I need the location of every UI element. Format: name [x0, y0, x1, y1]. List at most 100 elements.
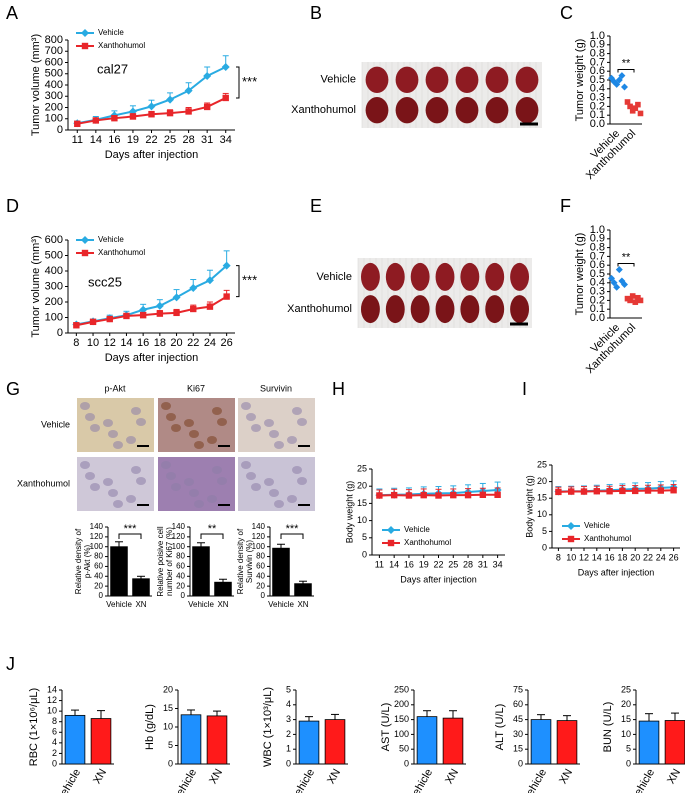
y-axis-label: Relative density of [74, 528, 83, 594]
x-tick-label: 22 [145, 134, 157, 146]
cell [126, 436, 136, 444]
y-tick-label: 0.0 [590, 118, 605, 130]
cell [189, 489, 199, 497]
x-tick-label: 24 [204, 337, 216, 349]
point [621, 83, 628, 91]
series-line [558, 489, 674, 493]
point [166, 95, 175, 104]
y-tick-label: 40 [176, 571, 185, 580]
point [637, 110, 644, 117]
y-tick-label: 20 [176, 581, 185, 590]
x-tick-label: 10 [87, 337, 99, 349]
x-tick-label: 34 [493, 559, 503, 569]
point [632, 105, 639, 111]
cell [126, 495, 136, 503]
y-tick-label: 25 [537, 459, 547, 469]
y-tick-label: 120 [90, 532, 104, 541]
y-tick-label: 100 [90, 542, 104, 551]
point [632, 487, 639, 495]
significance-bracket [200, 533, 224, 539]
bar [324, 719, 346, 765]
tumor [425, 96, 449, 124]
point [106, 315, 113, 323]
panel-label: I [522, 379, 527, 399]
y-axis-label: RBC (1×10⁶/μL) [28, 688, 40, 766]
tumor [385, 295, 405, 324]
cell [217, 418, 227, 426]
x-tick-label: 10 [566, 552, 576, 562]
x-tick-label: 11 [72, 134, 83, 146]
x-tick-label: 16 [137, 337, 149, 349]
cell [287, 495, 297, 503]
cell [108, 489, 118, 497]
significance-bracket [118, 533, 142, 539]
x-tick-label: XN [557, 767, 575, 786]
x-tick-label: 14 [592, 552, 602, 562]
y-tick-label: 1.0 [590, 30, 605, 42]
y-tick-label: 80 [94, 552, 103, 561]
y-tick-label: 100 [45, 113, 63, 125]
point [464, 491, 472, 499]
cell [90, 424, 100, 432]
significance: ** [208, 523, 217, 535]
cell [194, 500, 204, 508]
y-tick-label: 200 [45, 296, 63, 308]
y-tick-label: 0 [542, 542, 547, 552]
y-axis-label: Tumor volume (mm³) [30, 235, 42, 337]
point [635, 101, 641, 108]
cell [292, 466, 302, 474]
cell [90, 483, 100, 491]
cell [166, 413, 176, 421]
cell [85, 472, 95, 480]
cell [264, 419, 274, 427]
y-tick-label: 0.9 [590, 39, 605, 51]
point [148, 111, 155, 118]
significance: *** [286, 523, 300, 535]
y-axis-label: Tumor weight (g) [574, 39, 586, 122]
legend-label: Vehicle [98, 28, 124, 37]
y-tick-label: 75 [513, 684, 523, 694]
y-tick-label: 140 [90, 522, 104, 531]
point [610, 279, 618, 287]
y-tick-label: 0.9 [590, 233, 605, 245]
tumor [395, 66, 419, 94]
x-tick-label: 14 [389, 559, 399, 569]
x-tick-label: 16 [108, 134, 120, 146]
significance: *** [242, 273, 257, 288]
y-tick-label: 0.8 [590, 242, 605, 254]
y-tick-label: 0 [626, 758, 631, 768]
y-tick-label: 2 [286, 729, 291, 739]
point [172, 293, 181, 302]
y-axis-label: Survivin (%) [245, 540, 254, 583]
x-tick-label: 22 [643, 552, 653, 562]
y-tick-label: 4 [286, 699, 291, 709]
y-tick-label: 0 [286, 758, 291, 768]
y-tick-label: 0.7 [590, 250, 605, 262]
y-tick-label: 10 [537, 509, 547, 519]
legend-marker [567, 535, 575, 543]
tumor [360, 295, 380, 324]
column-label: Survivin [260, 383, 292, 393]
point [435, 492, 442, 499]
y-tick-label: 140 [172, 522, 186, 531]
tumor [365, 96, 389, 124]
y-tick-label: 5 [168, 740, 173, 750]
cell [189, 430, 199, 438]
x-tick-label: 25 [448, 559, 458, 569]
y-tick-label: 0 [181, 591, 186, 600]
y-tick-label: 15 [513, 744, 523, 754]
point [147, 102, 156, 111]
cell [166, 472, 176, 480]
point [185, 108, 192, 115]
point [450, 491, 457, 499]
x-tick-label: 22 [187, 337, 199, 349]
tumor [515, 96, 539, 124]
point [615, 76, 623, 84]
x-axis-label: Days after injection [400, 574, 477, 584]
y-tick-label: 300 [45, 280, 63, 292]
y-axis-label: Relative density of [236, 528, 245, 594]
y-tick-label: 300 [45, 90, 63, 102]
cell [161, 461, 171, 469]
cell [274, 500, 284, 508]
y-axis-label: BUN (U/L) [602, 702, 614, 753]
